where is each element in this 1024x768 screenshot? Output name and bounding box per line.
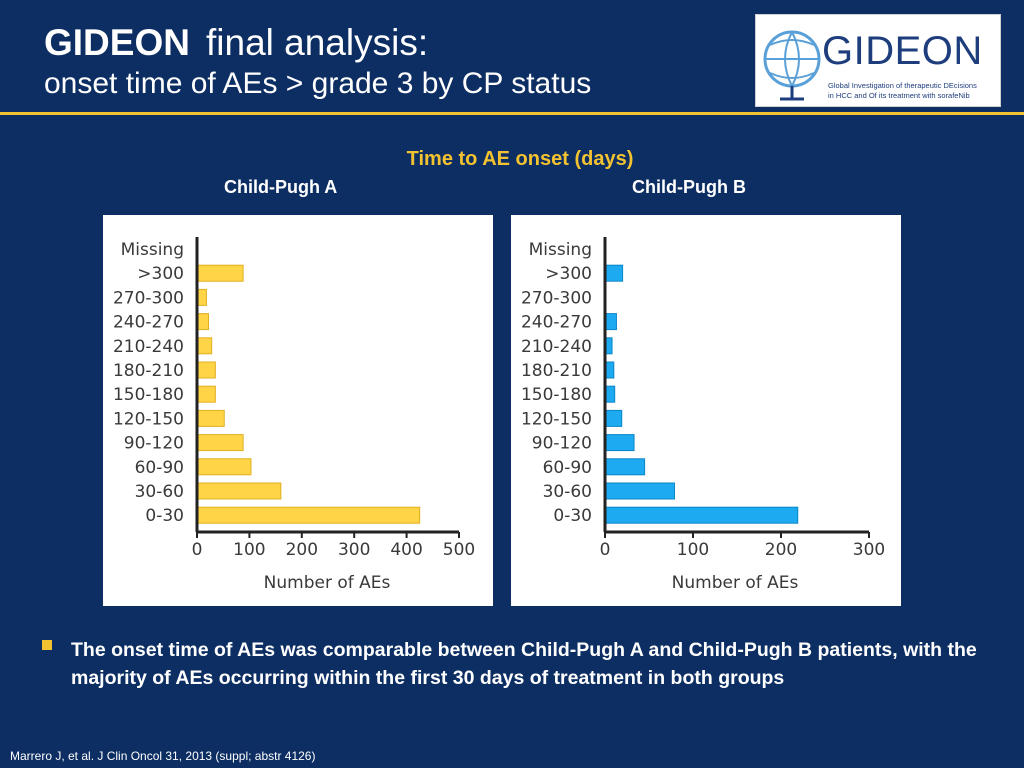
bar — [605, 434, 635, 452]
bar — [605, 458, 646, 476]
category-label: 30-60 — [543, 482, 592, 502]
category-label: 90-120 — [532, 434, 592, 454]
bar — [197, 434, 244, 452]
category-label: 180-210 — [521, 361, 592, 381]
gideon-logo: GIDEON Global Investigation of therapeut… — [755, 14, 1001, 107]
x-tick-label: 0 — [192, 540, 203, 560]
category-label: 30-60 — [135, 482, 184, 502]
subtitle: onset time of AEs > grade 3 by CP status — [44, 67, 592, 100]
category-label: >300 — [137, 264, 184, 284]
category-label: Missing — [121, 240, 184, 260]
x-tick-label: 500 — [443, 540, 475, 560]
bar — [197, 264, 244, 282]
bar — [197, 313, 210, 331]
x-tick-label: 200 — [286, 540, 318, 560]
x-tick-label: 0 — [600, 540, 611, 560]
category-label: 0-30 — [145, 506, 184, 526]
chart-heading: Time to AE onset (days) — [406, 148, 634, 170]
bar — [605, 264, 624, 282]
category-label: 120-150 — [521, 409, 592, 429]
bar — [197, 458, 252, 476]
category-label: 60-90 — [135, 458, 184, 478]
chart-panel-a: Missing >300 270-300 240-270 210-240 180-210 1… — [103, 215, 493, 606]
bar — [605, 337, 613, 355]
category-label: 270-300 — [521, 288, 592, 308]
x-axis-label: Number of AEs — [264, 573, 391, 593]
chart-panel-b: Missing >300 270-300 240-270 210-240 180-210 1… — [511, 215, 901, 606]
bar — [197, 361, 216, 379]
category-label: 210-240 — [113, 337, 184, 357]
chart-b: Missing >300 270-300 240-270 210-240 180-210 1… — [521, 237, 885, 593]
bar — [605, 313, 617, 331]
category-label: >300 — [545, 264, 592, 284]
x-tick-label: 200 — [765, 540, 797, 560]
category-label: 90-120 — [124, 434, 184, 454]
bullet-marker — [42, 640, 52, 650]
logo-tagline-1: Global Investigation of therapeutic DEci… — [828, 81, 977, 90]
bar — [605, 361, 615, 379]
bar — [605, 385, 616, 403]
x-tick-label: 300 — [853, 540, 885, 560]
bar — [197, 409, 225, 427]
bar — [605, 482, 676, 500]
bar — [197, 506, 421, 524]
category-label: 150-180 — [521, 385, 592, 405]
panel-label-a: Child-Pugh A — [224, 177, 338, 197]
bar — [197, 482, 282, 500]
category-label: 180-210 — [113, 361, 184, 381]
x-tick-label: 100 — [233, 540, 265, 560]
bar — [197, 385, 216, 403]
bar — [197, 337, 213, 355]
x-tick-label: 400 — [390, 540, 422, 560]
bar — [605, 506, 799, 524]
category-label: 60-90 — [543, 458, 592, 478]
chart-a: Missing >300 270-300 240-270 210-240 180-210 1… — [113, 237, 475, 593]
bullet-text: The onset time of AEs was comparable bet… — [71, 639, 977, 689]
bar — [605, 409, 623, 427]
logo-tagline-2: in HCC and Of its treatment with sorafeN… — [828, 91, 970, 100]
bar — [197, 288, 207, 306]
title-underline — [0, 112, 1024, 115]
title-bold: GIDEON — [44, 22, 190, 63]
category-label: 120-150 — [113, 409, 184, 429]
x-tick-label: 100 — [677, 540, 709, 560]
category-label: 0-30 — [553, 506, 592, 526]
category-label: 240-270 — [113, 313, 184, 333]
panel-label-b: Child-Pugh B — [632, 177, 746, 197]
category-label: 270-300 — [113, 288, 184, 308]
logo-wordmark: GIDEON — [822, 29, 983, 73]
category-label: Missing — [529, 240, 592, 260]
category-label: 240-270 — [521, 313, 592, 333]
globe-icon — [763, 30, 821, 101]
category-label: 210-240 — [521, 337, 592, 357]
x-tick-label: 300 — [338, 540, 370, 560]
citation: Marrero J, et al. J Clin Oncol 31, 2013 … — [10, 749, 316, 763]
category-label: 150-180 — [113, 385, 184, 405]
title-rest: final analysis: — [206, 22, 429, 63]
x-axis-label: Number of AEs — [672, 573, 799, 593]
